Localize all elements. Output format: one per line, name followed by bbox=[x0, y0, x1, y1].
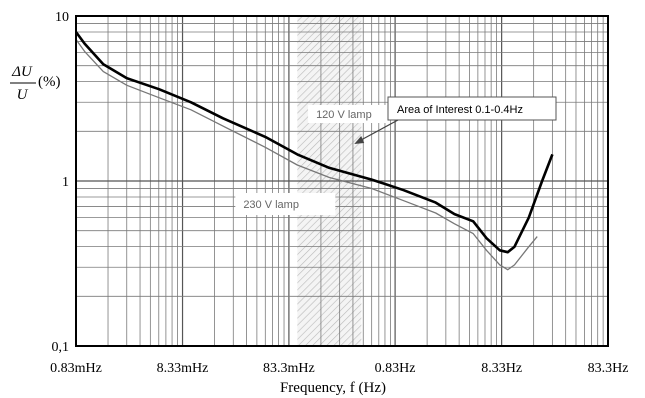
grid bbox=[75, 16, 608, 347]
x-tick-label: 8.33Hz bbox=[481, 361, 522, 376]
annotation-group: Area of Interest 0.1-0.4Hz bbox=[354, 96, 557, 144]
series-group bbox=[74, 31, 554, 271]
annotation-arrowhead bbox=[354, 136, 365, 144]
series-label-120v: 120 V lamp bbox=[316, 109, 372, 121]
series-labels: 120 V lamp 230 V lamp bbox=[235, 105, 391, 215]
series-line-230-v-lamp bbox=[75, 39, 538, 271]
annotation-box bbox=[387, 96, 557, 121]
annotation-text: Area of Interest 0.1-0.4Hz bbox=[397, 104, 523, 116]
series-label-box bbox=[308, 105, 391, 123]
x-tick-label: 0.83Hz bbox=[375, 361, 416, 376]
y-tick-label: 10 bbox=[55, 10, 69, 25]
y-tick-label: 1 bbox=[62, 175, 69, 190]
y-tick-labels: 10 1 0,1 bbox=[52, 10, 70, 355]
annotation-arrow-line bbox=[358, 119, 399, 142]
y-axis-title-numerator: ΔU bbox=[11, 64, 33, 80]
series-line-120-v-lamp bbox=[74, 31, 554, 254]
x-tick-label: 0.83mHz bbox=[50, 361, 102, 376]
x-tick-label: 83.3Hz bbox=[588, 361, 629, 376]
series-label-230v: 230 V lamp bbox=[243, 199, 299, 211]
x-tick-label: 83.3mHz bbox=[263, 361, 315, 376]
x-tick-label: 8.33mHz bbox=[157, 361, 209, 376]
y-axis-title: ΔU U (%) bbox=[10, 64, 61, 103]
x-axis-title: Frequency, f (Hz) bbox=[280, 380, 386, 396]
y-axis-title-unit: (%) bbox=[38, 74, 61, 90]
y-tick-label: 0,1 bbox=[52, 340, 70, 355]
plot-frame bbox=[75, 15, 609, 347]
series-label-box bbox=[235, 193, 336, 215]
y-axis-title-denominator: U bbox=[17, 87, 29, 103]
x-tick-labels: 0.83mHz 8.33mHz 83.3mHz 0.83Hz 8.33Hz 83.3Hz bbox=[50, 361, 628, 376]
